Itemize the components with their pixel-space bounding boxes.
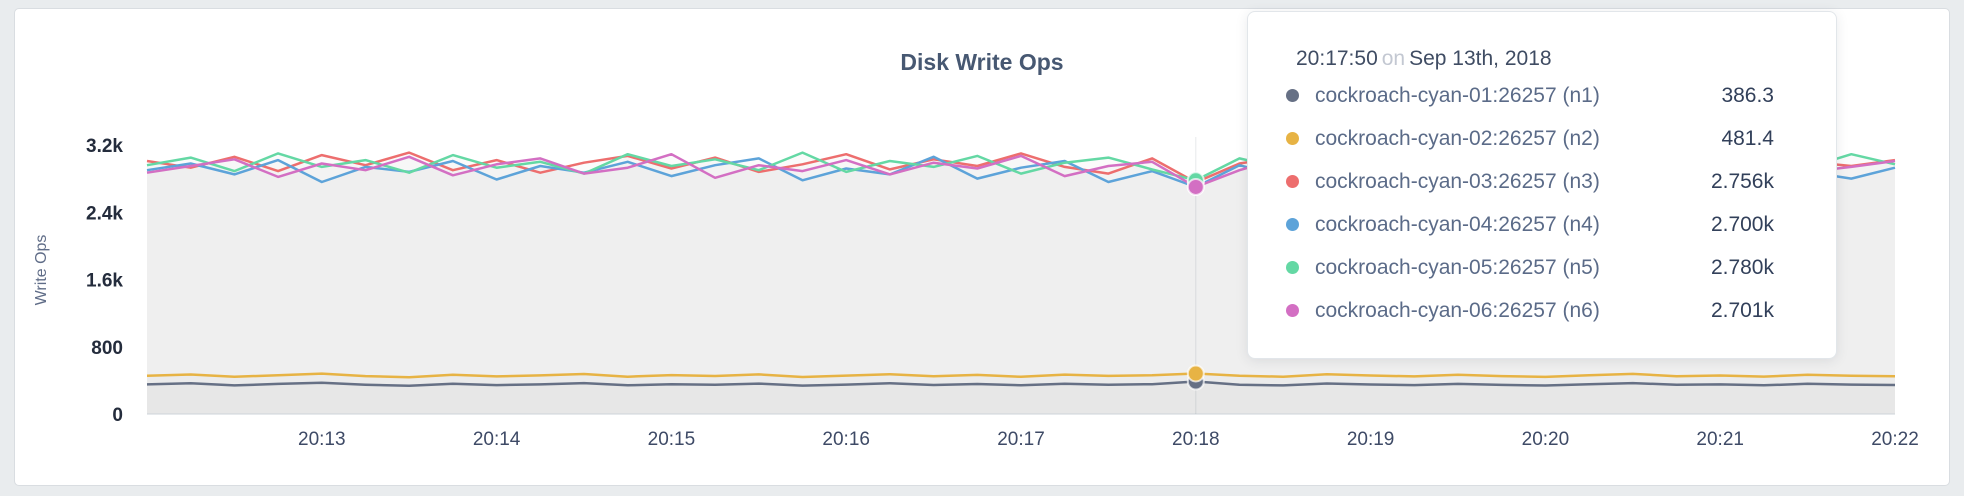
tooltip-series-row: cockroach-cyan-04:26257 (n4) 2.700k xyxy=(1286,203,1774,246)
y-tick-label: 2.4k xyxy=(86,203,123,224)
series-value: 2.700k xyxy=(1710,212,1774,236)
hover-tooltip: 20:17:50 on Sep 13th, 2018 cockroach-cyan-… xyxy=(1247,11,1837,359)
series-color-dot-icon xyxy=(1286,175,1299,188)
x-tick-label: 20:20 xyxy=(1522,429,1570,450)
hover-dot xyxy=(1186,177,1205,196)
series-value: 2.701k xyxy=(1710,298,1774,322)
series-value: 481.4 xyxy=(1721,126,1774,150)
tooltip-series-row: cockroach-cyan-05:26257 (n5) 2.780k xyxy=(1286,246,1774,289)
x-tick-label: 20:19 xyxy=(1347,429,1395,450)
series-color-dot-icon xyxy=(1286,218,1299,231)
x-tick-label: 20:16 xyxy=(822,429,870,450)
tooltip-series-row: cockroach-cyan-03:26257 (n3) 2.756k xyxy=(1286,160,1774,203)
series-color-dot-icon xyxy=(1286,89,1299,102)
series-value: 2.780k xyxy=(1710,255,1774,279)
series-line xyxy=(146,372,1896,379)
y-tick-label: 3.2k xyxy=(86,136,123,157)
series-name: cockroach-cyan-02:26257 (n2) xyxy=(1315,126,1600,150)
series-name: cockroach-cyan-06:26257 (n6) xyxy=(1315,298,1600,322)
series-color-dot-icon xyxy=(1286,261,1299,274)
x-tick-label: 20:22 xyxy=(1871,429,1919,450)
x-tick-label: 20:13 xyxy=(298,429,346,450)
tooltip-series-row: cockroach-cyan-02:26257 (n2) 481.4 xyxy=(1286,117,1774,160)
tooltip-timestamp: 20:17:50 on Sep 13th, 2018 xyxy=(1296,44,1774,74)
x-tick-label: 20:15 xyxy=(648,429,696,450)
series-value: 2.756k xyxy=(1710,169,1774,193)
series-color-dot-icon xyxy=(1286,304,1299,317)
tooltip-series-list: cockroach-cyan-01:26257 (n1) 386.3 cockroa… xyxy=(1286,74,1774,332)
hover-dot xyxy=(1186,364,1205,383)
series-name: cockroach-cyan-01:26257 (n1) xyxy=(1315,83,1600,107)
y-tick-label: 0 xyxy=(112,405,123,426)
tooltip-series-row: cockroach-cyan-06:26257 (n6) 2.701k xyxy=(1286,289,1774,332)
tooltip-series-row: cockroach-cyan-01:26257 (n1) 386.3 xyxy=(1286,74,1774,117)
series-line xyxy=(146,380,1896,388)
series-value: 386.3 xyxy=(1721,83,1774,107)
chart-title: Disk Write Ops xyxy=(900,49,1064,75)
series-color-dot-icon xyxy=(1286,132,1299,145)
chart-card: Disk Write Ops Write Ops 0 800 1.6k 2.4k 3.2… xyxy=(14,8,1950,486)
y-tick-label: 800 xyxy=(91,338,123,359)
series-name: cockroach-cyan-04:26257 (n4) xyxy=(1315,212,1600,236)
x-tick-label: 20:21 xyxy=(1696,429,1744,450)
tooltip-date: Sep 13th, 2018 xyxy=(1409,47,1552,70)
x-tick-label: 20:17 xyxy=(997,429,1045,450)
series-name: cockroach-cyan-05:26257 (n5) xyxy=(1315,255,1600,279)
tooltip-time: 20:17:50 xyxy=(1296,47,1378,70)
y-tick-label: 1.6k xyxy=(86,271,123,292)
tooltip-on-word: on xyxy=(1381,47,1406,70)
x-tick-label: 20:18 xyxy=(1172,429,1220,450)
x-tick-label: 20:14 xyxy=(473,429,521,450)
series-name: cockroach-cyan-03:26257 (n3) xyxy=(1315,169,1600,193)
